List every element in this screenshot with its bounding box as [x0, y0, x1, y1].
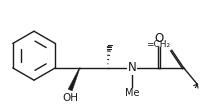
Text: Me: Me — [125, 88, 139, 98]
Text: OH: OH — [62, 93, 78, 103]
Text: =CH₂: =CH₂ — [146, 40, 170, 49]
Polygon shape — [68, 68, 80, 91]
Text: N: N — [128, 61, 136, 74]
Text: O: O — [155, 32, 164, 45]
